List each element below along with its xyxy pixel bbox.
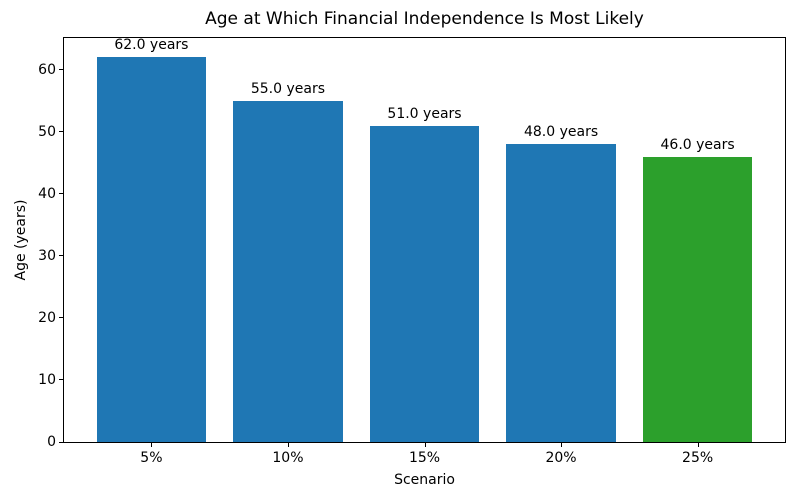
bar-value-label: 48.0 years bbox=[523, 124, 599, 141]
chart-title: Age at Which Financial Independence Is M… bbox=[205, 9, 644, 29]
plot-area: 62.0 years 55.0 years 51.0 years 48.0 years… bbox=[63, 37, 786, 443]
bar-25% bbox=[642, 156, 753, 442]
x-tick-mark bbox=[561, 443, 563, 447]
x-tick-label: 5% bbox=[140, 450, 163, 466]
y-tick-label: 20 bbox=[38, 309, 56, 326]
y-tick-label: 0 bbox=[47, 434, 56, 450]
y-tick-mark bbox=[59, 193, 63, 195]
y-tick-label: 40 bbox=[38, 185, 56, 202]
y-tick-mark bbox=[59, 317, 63, 319]
bar-20% bbox=[506, 144, 616, 442]
bar-value-label: 55.0 years bbox=[250, 80, 326, 97]
bar-15% bbox=[369, 125, 480, 442]
bar-5% bbox=[96, 57, 206, 442]
bar-value-label: 46.0 years bbox=[660, 136, 735, 153]
y-tick-label: 10 bbox=[38, 371, 56, 388]
y-tick-label: 30 bbox=[38, 247, 56, 264]
y-tick-mark bbox=[59, 69, 63, 71]
y-tick-mark bbox=[59, 255, 63, 257]
bar-10% bbox=[233, 100, 343, 442]
x-tick-mark bbox=[697, 443, 699, 447]
y-axis-title: Age (years) bbox=[13, 199, 29, 281]
y-tick-mark bbox=[59, 379, 63, 381]
x-tick-mark bbox=[424, 443, 426, 447]
x-tick-label: 25% bbox=[682, 450, 714, 466]
x-tick-mark bbox=[151, 443, 153, 447]
x-tick-mark bbox=[287, 443, 289, 447]
bar-value-label: 51.0 years bbox=[387, 105, 462, 122]
x-tick-label: 15% bbox=[408, 450, 441, 466]
x-tick-label: 20% bbox=[545, 450, 577, 466]
x-axis-title: Scenario bbox=[394, 472, 455, 488]
bar-value-label: 62.0 years bbox=[114, 37, 189, 54]
y-tick-label: 60 bbox=[38, 61, 56, 78]
y-tick-mark bbox=[59, 131, 63, 133]
x-tick-label: 10% bbox=[272, 450, 304, 466]
y-tick-mark bbox=[59, 441, 63, 443]
y-tick-label: 50 bbox=[38, 123, 56, 140]
